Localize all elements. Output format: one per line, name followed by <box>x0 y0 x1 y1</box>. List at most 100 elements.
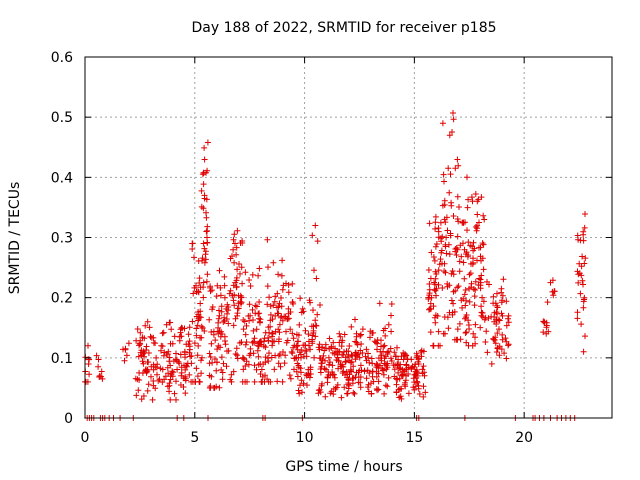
data-point <box>98 368 105 375</box>
data-point <box>217 284 224 291</box>
data-point <box>317 389 324 396</box>
data-point <box>145 350 152 356</box>
data-point <box>425 296 432 302</box>
data-point <box>272 293 279 300</box>
data-point <box>480 266 487 273</box>
data-point <box>472 287 479 293</box>
data-point <box>294 342 301 349</box>
y-tick-label: 0.3 <box>51 231 73 247</box>
data-point <box>256 339 263 346</box>
data-point <box>260 361 267 368</box>
data-point <box>278 303 285 310</box>
data-point <box>326 361 333 368</box>
data-point <box>219 369 226 376</box>
data-point <box>159 366 166 373</box>
data-point <box>200 284 207 291</box>
data-point <box>575 279 582 286</box>
data-point <box>493 349 500 355</box>
data-point <box>160 329 167 336</box>
data-point <box>198 203 205 210</box>
data-point <box>464 253 471 260</box>
data-point <box>246 277 253 283</box>
data-point <box>491 337 498 343</box>
data-point <box>426 281 433 287</box>
data-point <box>384 383 391 390</box>
data-point <box>148 373 154 380</box>
data-point <box>465 317 472 324</box>
data-point <box>242 363 249 369</box>
data-point <box>281 360 288 367</box>
data-point <box>186 324 193 331</box>
data-point <box>320 352 327 359</box>
data-point <box>224 310 230 317</box>
data-point <box>464 204 471 211</box>
data-point <box>154 371 160 378</box>
data-point <box>305 331 312 338</box>
data-point <box>258 366 265 373</box>
data-point <box>233 345 240 352</box>
data-point <box>140 360 147 367</box>
data-point <box>354 341 361 348</box>
data-point <box>451 336 458 343</box>
data-point <box>456 320 463 327</box>
data-point <box>426 306 432 313</box>
data-point <box>271 366 278 373</box>
data-point <box>200 240 207 247</box>
data-point <box>450 300 457 307</box>
data-point <box>306 374 313 381</box>
data-point <box>333 384 340 391</box>
data-point <box>255 353 262 360</box>
data-point <box>233 274 240 281</box>
data-point <box>245 361 252 368</box>
data-point <box>95 356 102 363</box>
data-point <box>234 310 241 317</box>
data-point <box>464 174 470 181</box>
data-point <box>178 324 185 331</box>
data-point <box>182 366 189 373</box>
data-point <box>403 352 410 359</box>
data-point <box>581 296 587 303</box>
data-point <box>420 348 427 355</box>
data-point <box>137 341 144 348</box>
data-point <box>279 286 286 293</box>
data-point <box>177 382 184 388</box>
data-point <box>236 261 242 267</box>
data-point <box>256 299 263 305</box>
data-point <box>287 326 294 333</box>
data-point <box>216 307 222 314</box>
data-point <box>376 300 383 307</box>
data-point <box>161 349 168 356</box>
data-point <box>396 364 402 371</box>
data-point <box>578 263 585 270</box>
data-point <box>214 346 221 353</box>
data-point <box>267 311 274 318</box>
data-point <box>140 393 147 399</box>
data-point <box>285 305 292 312</box>
data-point <box>243 339 250 345</box>
data-point <box>432 243 439 250</box>
data-point <box>193 313 200 320</box>
data-point <box>167 396 174 403</box>
data-point <box>370 329 376 336</box>
data-point <box>182 373 189 380</box>
data-point <box>382 382 389 389</box>
data-point <box>139 334 146 341</box>
data-point <box>466 271 473 278</box>
data-point <box>252 310 259 317</box>
data-point <box>289 330 296 337</box>
data-point <box>230 368 237 375</box>
data-point <box>414 378 421 385</box>
data-point <box>265 264 271 271</box>
data-point <box>319 380 325 387</box>
data-point <box>426 305 433 312</box>
data-point <box>356 367 363 374</box>
data-point <box>471 293 478 300</box>
data-point <box>269 342 276 349</box>
data-point <box>457 336 464 343</box>
data-point <box>551 288 558 295</box>
data-point <box>387 345 394 352</box>
data-point <box>242 331 249 338</box>
data-point <box>433 271 440 277</box>
data-point <box>412 383 419 390</box>
data-point <box>377 355 384 361</box>
